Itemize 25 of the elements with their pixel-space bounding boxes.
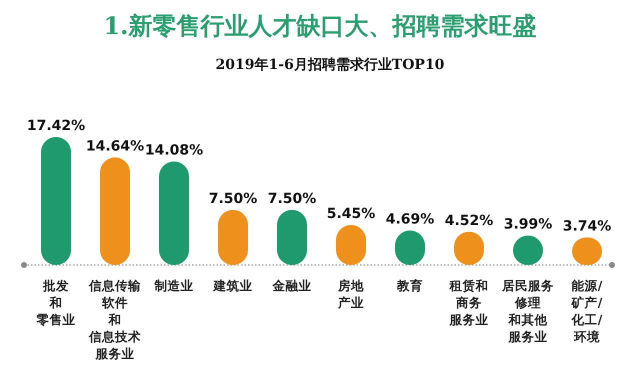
x-tick-label: 租赁和商务服务业	[448, 278, 488, 327]
data-label: 7.50%	[268, 190, 316, 207]
data-label: 14.08%	[144, 142, 204, 159]
x-tick-label: 建筑业	[212, 278, 252, 293]
bar	[159, 162, 189, 265]
chart-title: 1.新零售行业人才缺口大、招聘需求旺盛	[103, 11, 537, 40]
bar	[100, 157, 130, 265]
x-tick-label: 信息传输软件和信息技术服务业	[88, 278, 142, 361]
bar	[41, 137, 71, 265]
x-tick-label: 金融业	[272, 278, 312, 293]
data-label: 3.74%	[562, 218, 612, 235]
data-label: 4.69%	[386, 212, 434, 228]
x-tick-label: 制造业	[154, 278, 194, 293]
x-tick-label: 房地产业	[337, 278, 365, 310]
x-tick-label: 教育	[396, 278, 423, 293]
data-label: 17.42%	[26, 118, 86, 134]
data-label: 5.45%	[326, 206, 376, 222]
data-label: 4.52%	[444, 212, 494, 229]
chart-subtitle: 2019年1-6月招聘需求行业TOP10	[216, 57, 445, 73]
data-label: 14.64%	[86, 138, 144, 154]
x-tick-label: 居民服务修理和其他服务业	[501, 278, 554, 344]
x-tick-label: 能源/矿产/化工/环境	[570, 278, 603, 344]
data-label: 3.99%	[504, 216, 552, 233]
data-label: 7.50%	[208, 190, 258, 207]
x-tick-label: 批发和零售业	[36, 278, 76, 327]
